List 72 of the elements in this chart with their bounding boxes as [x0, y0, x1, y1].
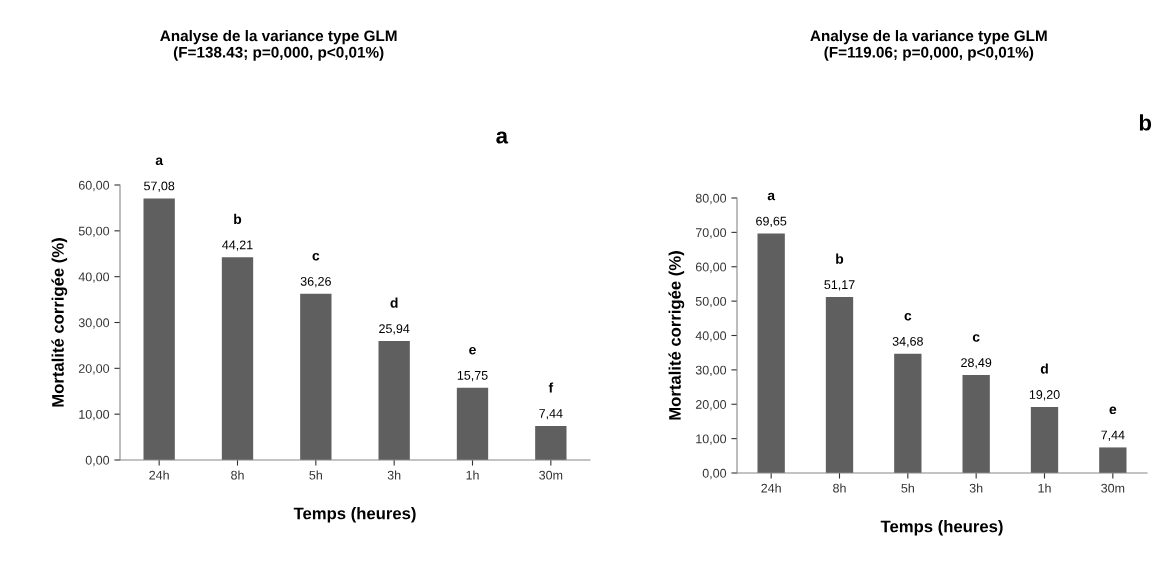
- data-label: 25,94: [379, 324, 410, 335]
- annotation: c: [904, 312, 912, 321]
- y-tick-label: 0,00: [85, 455, 110, 467]
- data-label: 34,68: [892, 336, 923, 348]
- annotation: c: [312, 252, 320, 261]
- chart-title: Analyse de la variance type GLM (F=119.06; p=0,000, p<0,01%): [810, 30, 1047, 61]
- y-tick-label: 30,00: [78, 318, 110, 329]
- bar: [300, 293, 332, 460]
- bar: [221, 257, 254, 460]
- bar: [757, 233, 785, 473]
- text: b: [1139, 114, 1152, 131]
- x-tick-label: 24h: [149, 470, 169, 480]
- bar: [894, 353, 922, 473]
- annotation: d: [1040, 363, 1048, 374]
- x-tick-label: 1h: [466, 470, 479, 480]
- x-tick-label: 30m: [1101, 483, 1125, 493]
- y-tick-label: 70,00: [695, 228, 727, 239]
- bar: [143, 198, 175, 460]
- annotation: b: [234, 213, 242, 225]
- annotation: e: [469, 346, 476, 355]
- x-tick-label: 24h: [761, 483, 781, 493]
- x-tick-label: 8h: [833, 483, 846, 493]
- bar: [456, 387, 489, 460]
- x-tick-label: 8h: [231, 470, 244, 480]
- data-label: 28,49: [961, 358, 992, 369]
- y-tick-label: 50,00: [78, 226, 110, 237]
- chart-title: Analyse de la variance type GLM (F=138.43; p=0,000, p<0,01%): [160, 30, 397, 61]
- data-label: 7,44: [1101, 430, 1125, 441]
- x-tick-label: 3h: [387, 470, 401, 480]
- bar: [378, 341, 410, 460]
- y-tick-label: 0,00: [702, 468, 727, 480]
- y-tick-label: 20,00: [695, 400, 727, 411]
- y-tick-label: 50,00: [695, 296, 727, 308]
- x-tick-label: 30m: [539, 470, 563, 480]
- data-label: 44,21: [222, 240, 253, 251]
- y-tick-label: 40,00: [78, 272, 110, 283]
- x-tick-label: 5h: [309, 470, 322, 480]
- y-tick-label: 10,00: [696, 434, 727, 445]
- data-label: 51,17: [824, 280, 855, 291]
- y-axis-title: Mortalité corrigée (%): [51, 238, 68, 407]
- annotation: d: [390, 297, 398, 308]
- data-label: 57,08: [144, 181, 175, 192]
- bar: [535, 425, 567, 460]
- annotation: b: [836, 253, 844, 264]
- x-tick-label: 1h: [1038, 483, 1051, 493]
- bar: [962, 375, 990, 473]
- annotation: a: [767, 192, 776, 201]
- x-axis-title: Temps (heures): [880, 520, 1003, 536]
- annotation: e: [1109, 406, 1117, 415]
- bar: [825, 297, 854, 473]
- data-label: 36,26: [300, 276, 331, 288]
- data-label: 7,44: [539, 409, 563, 420]
- y-tick-label: 60,00: [78, 180, 110, 192]
- annotation: f: [548, 382, 554, 393]
- data-label: 15,75: [457, 371, 488, 382]
- y-axis-title: Mortalité corrigée (%): [668, 251, 685, 420]
- annotation: c: [972, 334, 980, 342]
- y-tick-label: 20,00: [78, 364, 110, 375]
- data-label: 19,20: [1029, 390, 1060, 401]
- x-tick-label: 5h: [901, 483, 914, 493]
- x-tick-label: 3h: [969, 483, 983, 493]
- text: a: [496, 131, 509, 144]
- y-tick-label: 60,00: [695, 262, 727, 273]
- y-tick-label: 80,00: [695, 193, 727, 205]
- y-tick-label: 30,00: [695, 365, 727, 376]
- y-tick-label: 40,00: [695, 331, 727, 342]
- y-tick-label: 10,00: [79, 409, 110, 421]
- x-axis-title: Temps (heures): [293, 507, 416, 523]
- bar: [1030, 407, 1059, 473]
- annotation: a: [155, 157, 164, 166]
- bar: [1099, 447, 1127, 473]
- data-label: 69,65: [756, 216, 787, 228]
